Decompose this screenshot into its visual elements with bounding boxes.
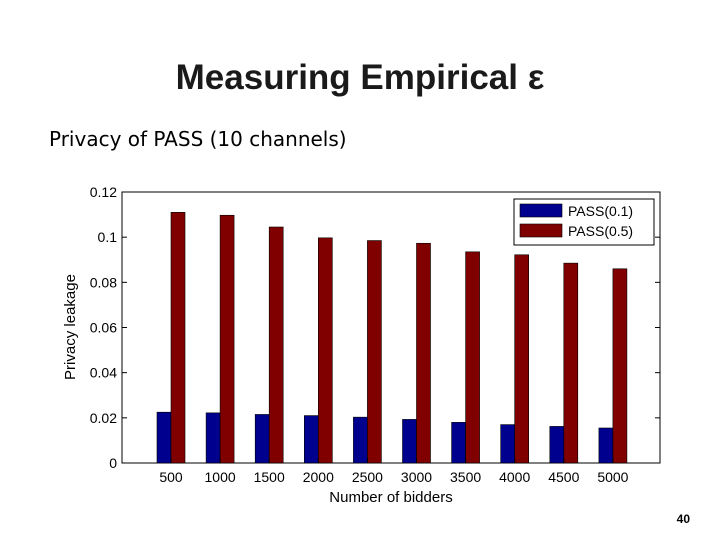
bar-pass-0-1--4000 [500,424,516,464]
x-ticks: 500 1000 1500 2000 2500 3000 3500 4000 4500 5000 [159,458,629,485]
bar-pass-0-5--3500 [465,251,480,464]
bar-pass-0-1--5000 [598,427,614,464]
x-tick-label: 2500 [352,469,383,485]
y-tick-label: 0.1 [98,229,118,245]
x-tick-label: 1500 [254,469,285,485]
bar-pass-0-1--2500 [353,416,368,464]
bar-pass-0-1--500 [156,411,172,464]
y-ticks: 0 0.02 0.04 0.06 0.08 0.1 0.12 [90,184,660,471]
page-number: 40 [676,512,690,526]
bar-pass-0-1--4500 [549,426,565,464]
x-axis-label: Number of bidders [329,489,452,506]
bar-pass-0-1--3500 [451,422,466,464]
legend-label: PASS(0.5) [568,223,633,239]
x-tick-label: 2000 [303,469,334,485]
bar-pass-0-5--1000 [219,214,235,464]
bar-pass-0-1--1500 [254,414,270,464]
x-tick-label: 4000 [499,469,530,485]
y-tick-label: 0.04 [90,365,117,381]
slide-subtitle: Privacy of PASS (10 channels) [49,127,347,151]
bar-pass-0-5--3000 [416,242,431,464]
y-tick-label: 0 [109,455,117,471]
legend: PASS(0.1) PASS(0.5) [513,198,655,246]
x-tick-label: 500 [159,469,183,485]
bar-pass-0-5--1500 [268,226,284,464]
x-tick-label: 5000 [597,469,628,485]
bar-pass-0-5--4000 [514,254,530,464]
slide-title: Measuring Empirical ε [175,58,545,97]
x-tick-label: 3500 [450,469,481,485]
y-tick-label: 0.02 [90,410,117,426]
x-tick-label: 3000 [401,469,432,485]
bar-pass-0-1--3000 [402,419,417,464]
bar-pass-0-5--5000 [612,268,628,464]
x-tick-label: 1000 [205,469,236,485]
legend-swatch [519,223,563,238]
legend-swatch [519,203,563,218]
y-axis-label: Privacy leakage [62,274,79,380]
bar-group [156,212,628,464]
y-tick-label: 0.06 [90,320,117,336]
legend-label: PASS(0.1) [568,203,633,219]
bar-pass-0-5--500 [170,212,186,464]
bar-pass-0-5--2500 [367,240,382,464]
y-tick-label: 0.08 [90,274,117,290]
bar-pass-0-1--2000 [303,415,319,464]
bar-pass-0-1--1000 [205,412,221,464]
bar-pass-0-5--2000 [317,237,333,464]
x-tick-label: 4500 [548,469,579,485]
y-tick-label: 0.12 [90,184,117,200]
bar-pass-0-5--4500 [563,262,579,464]
